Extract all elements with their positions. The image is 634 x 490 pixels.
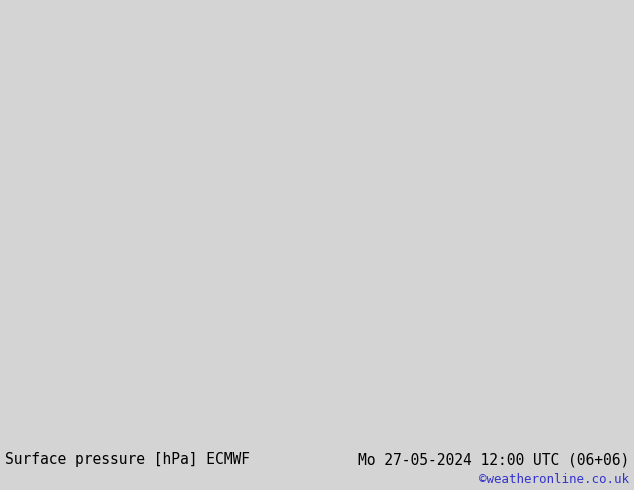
Text: ©weatheronline.co.uk: ©weatheronline.co.uk (479, 473, 629, 487)
Text: Surface pressure [hPa] ECMWF: Surface pressure [hPa] ECMWF (5, 452, 250, 467)
Text: Mo 27-05-2024 12:00 UTC (06+06): Mo 27-05-2024 12:00 UTC (06+06) (358, 452, 629, 467)
